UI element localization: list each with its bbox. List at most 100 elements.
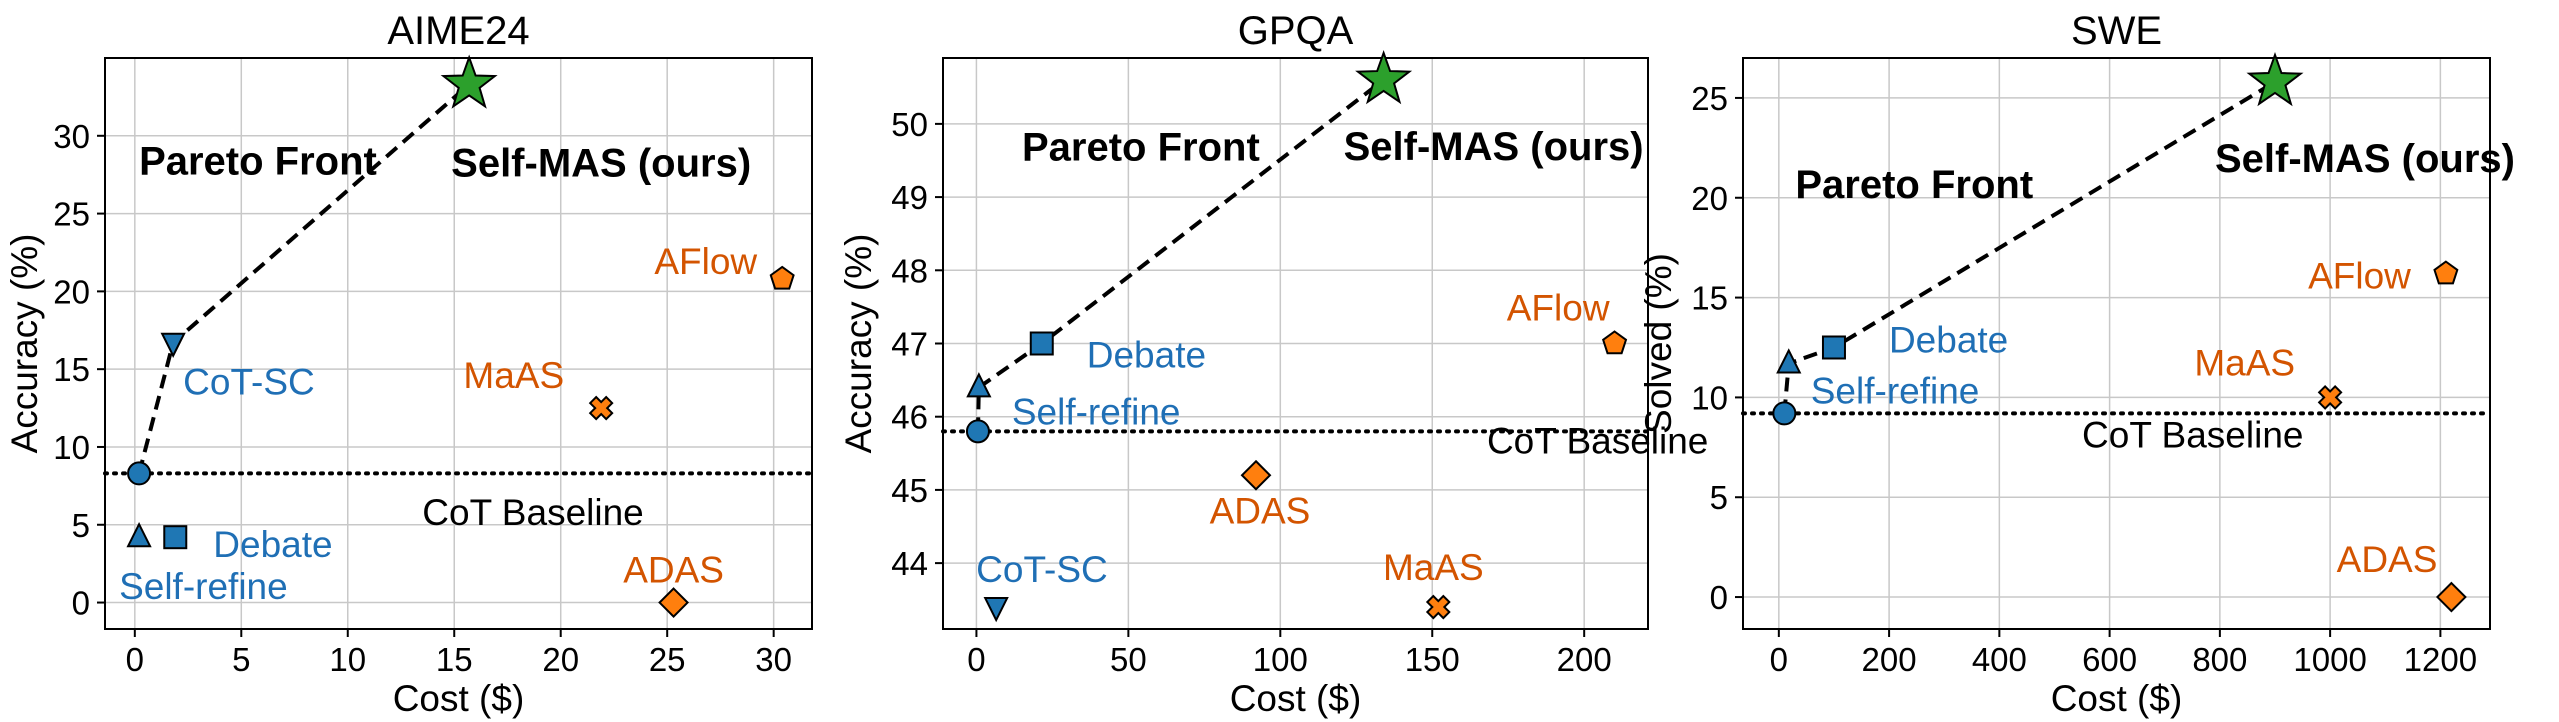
x-tick-label: 0	[967, 641, 985, 678]
x-axis-label: Cost ($)	[393, 678, 525, 719]
x-tick-label: 0	[1770, 641, 1788, 678]
chart-title: SWE	[2071, 9, 2162, 53]
point-debate	[163, 525, 188, 550]
point-label-adas: ADAS	[1210, 490, 1311, 531]
point-maas	[1425, 594, 1451, 620]
point-label-aflow: AFlow	[2308, 256, 2411, 297]
chart-panel-gpqa: 0 50 100 150 200 44 45 46 47 48 49 50 GPQA Cost ($) Ac…	[838, 9, 1708, 719]
point-label-self-refine: Self-refine	[1012, 391, 1181, 432]
pareto-front-label: Pareto Front	[139, 140, 377, 184]
point-label-maas: MaAS	[1383, 547, 1484, 588]
point-self-refine	[126, 521, 152, 548]
point-aflow	[2433, 260, 2459, 285]
y-tick-label: 5	[72, 507, 90, 544]
grid	[943, 58, 1648, 629]
point-cot	[965, 419, 990, 444]
point-label-self-mas-ours: Self-MAS (ours)	[1344, 125, 1644, 169]
point-self-refine	[966, 372, 992, 398]
point-label-aflow: AFlow	[1507, 288, 1610, 329]
cot-baseline-label: CoT Baseline	[1487, 420, 1708, 461]
point-label-debate: Debate	[213, 524, 332, 565]
point-aflow	[1601, 330, 1628, 355]
y-tick-label: 45	[891, 472, 928, 509]
y-tick-label: 20	[1691, 180, 1728, 217]
y-tick-label: 0	[72, 585, 90, 622]
y-tick-label: 15	[53, 351, 90, 388]
chart-title: GPQA	[1238, 9, 1354, 53]
x-tick-label: 10	[329, 641, 366, 678]
point-cot	[127, 461, 152, 486]
x-tick-label: 200	[1557, 641, 1612, 678]
point-self-mas-ours	[440, 54, 498, 109]
point-adas	[2435, 581, 2467, 613]
point-label-maas: MaAS	[463, 355, 564, 396]
x-tick-label: 0	[126, 641, 144, 678]
y-tick-label: 25	[1691, 80, 1728, 117]
point-cot-sc	[160, 332, 186, 358]
point-label-adas: ADAS	[623, 550, 724, 591]
pareto-front-label: Pareto Front	[1795, 163, 2033, 207]
cot-baseline-label: CoT Baseline	[2082, 414, 2303, 455]
x-tick-label: 100	[1253, 641, 1308, 678]
pareto-front-label: Pareto Front	[1022, 125, 1260, 169]
chart-panel-swe: 0 200 400 600 800 1000 1200 0 5 10 15 20 25 SWE Cost (…	[1638, 9, 2515, 719]
x-axis-label: Cost ($)	[2051, 678, 2183, 719]
plot-frame	[104, 57, 813, 630]
point-label-self-mas-ours: Self-MAS (ours)	[2215, 137, 2515, 181]
x-axis-label: Cost ($)	[1230, 678, 1362, 719]
point-label-cot-sc: CoT-SC	[976, 549, 1108, 590]
y-tick-label: 25	[53, 196, 90, 233]
point-maas	[2317, 384, 2343, 410]
y-tick-label: 5	[1710, 479, 1728, 516]
point-label-self-refine: Self-refine	[1811, 370, 1980, 411]
point-maas	[588, 395, 614, 421]
point-label-self-refine: Self-refine	[119, 566, 288, 607]
x-tick-label: 1200	[2404, 641, 2477, 678]
point-label-cot-sc: CoT-SC	[183, 362, 315, 403]
point-aflow	[769, 265, 795, 290]
y-tick-label: 49	[891, 179, 928, 216]
point-adas	[1240, 459, 1272, 491]
pareto-front-line	[1782, 80, 2277, 414]
y-tick-label: 10	[1691, 379, 1728, 416]
pareto-front-line	[975, 78, 1385, 432]
x-tick-label: 600	[2082, 641, 2137, 678]
plot-frame	[1742, 57, 2491, 630]
x-tick-label: 5	[232, 641, 250, 678]
x-tick-label: 30	[755, 641, 792, 678]
x-tick-label: 1000	[2293, 641, 2366, 678]
point-self-mas-ours	[1355, 49, 1413, 105]
y-tick-label: 50	[891, 106, 928, 143]
y-tick-label: 20	[53, 273, 90, 310]
point-label-self-mas-ours: Self-MAS (ours)	[451, 141, 751, 185]
y-tick-label: 0	[1710, 579, 1728, 616]
x-tick-label: 400	[1972, 641, 2027, 678]
point-label-maas: MaAS	[2194, 342, 2295, 383]
y-axis-label: Accuracy (%)	[838, 234, 879, 454]
y-tick-label: 10	[53, 429, 90, 466]
chart-panel-aime24: 0 5 10 15 20 25 30 0 5 10 15 20 25 30 AIME24 Cost ($) Ac…	[4, 9, 814, 719]
grid	[105, 58, 812, 629]
chart-title: AIME24	[387, 9, 529, 53]
x-tick-label: 800	[2192, 641, 2247, 678]
point-self-refine	[1776, 348, 1802, 374]
point-label-aflow: AFlow	[654, 241, 757, 282]
x-tick-label: 50	[1110, 641, 1147, 678]
y-tick-label: 15	[1691, 280, 1728, 317]
point-debate	[1029, 331, 1054, 356]
y-axis-label: Accuracy (%)	[4, 234, 45, 454]
x-tick-label: 150	[1405, 641, 1460, 678]
point-label-adas: ADAS	[2337, 539, 2438, 580]
y-tick-label: 47	[891, 326, 928, 363]
grid	[1743, 58, 2490, 629]
y-tick-label: 30	[53, 118, 90, 155]
y-axis-label: Solved (%)	[1638, 253, 1679, 434]
point-label-debate: Debate	[1087, 335, 1206, 376]
x-tick-label: 25	[649, 641, 686, 678]
cot-baseline-label: CoT Baseline	[422, 492, 643, 533]
point-self-mas-ours	[2246, 51, 2304, 107]
point-debate	[1821, 335, 1846, 360]
x-tick-label: 15	[436, 641, 473, 678]
point-cot-sc	[983, 597, 1009, 623]
